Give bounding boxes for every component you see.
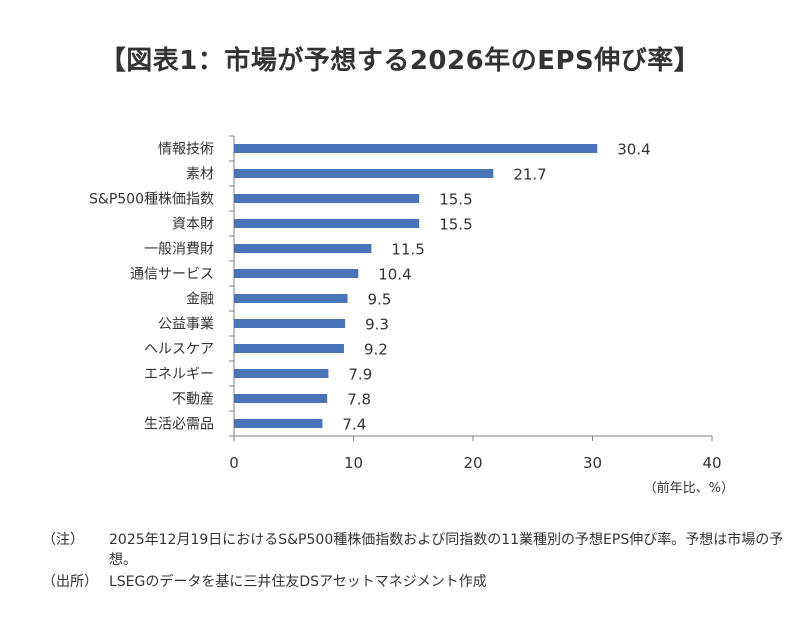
- x-tick-label: 20: [463, 454, 482, 472]
- bar: [234, 269, 359, 278]
- value-label: 10.4: [378, 266, 411, 284]
- chart-title: 【図表1：市場が予想する2026年のEPS伸び率】: [99, 46, 701, 76]
- value-label: 11.5: [391, 241, 424, 259]
- category-label: 情報技術: [158, 142, 214, 158]
- value-label: 30.4: [617, 141, 650, 159]
- x-tick-label: 30: [583, 454, 602, 472]
- bar: [234, 194, 420, 203]
- bar: [234, 369, 329, 378]
- value-label: 7.9: [348, 366, 372, 384]
- category-label: ヘルスケア: [144, 342, 214, 358]
- value-label: 15.5: [439, 216, 472, 234]
- bar: [234, 169, 494, 178]
- category-label: 通信サービス: [130, 267, 214, 283]
- bar: [234, 144, 598, 153]
- source-text: LSEGのデータを基に三井住友DSアセットマネジメント作成: [109, 574, 487, 590]
- value-label: 9.3: [365, 316, 389, 334]
- bar: [234, 344, 344, 353]
- note-tag: （注）: [42, 532, 84, 548]
- category-label: エネルギー: [144, 367, 214, 383]
- category-label: 不動産: [172, 392, 214, 408]
- x-tick-label: 40: [702, 454, 721, 472]
- x-tick-label: 0: [229, 454, 239, 472]
- bar: [234, 244, 372, 253]
- bar-chart: 0 10 20 30 40 （前年比、%） 情報技術 30.4 素材 21.7 S&P500種株価指…: [89, 135, 734, 496]
- bar: [234, 294, 348, 303]
- category-label: 生活必需品: [144, 417, 214, 433]
- value-label: 15.5: [439, 191, 472, 209]
- category-label: S&P500種株価指数: [89, 192, 214, 208]
- x-axis-unit-label: （前年比、%）: [644, 480, 734, 496]
- note-text: 2025年12月19日におけるS&P500種株価指数および同指数の11業種別の予…: [109, 532, 784, 568]
- value-label: 7.4: [342, 416, 366, 434]
- category-label: 一般消費財: [144, 242, 214, 258]
- category-label: 金融: [186, 292, 214, 308]
- category-label: 素材: [186, 167, 214, 183]
- bar: [234, 394, 328, 403]
- bar: [234, 319, 346, 328]
- x-tick-label: 10: [344, 454, 363, 472]
- bar: [234, 219, 420, 228]
- value-label: 7.8: [347, 391, 371, 409]
- bar: [234, 419, 323, 428]
- category-label: 資本財: [172, 217, 214, 233]
- value-label: 21.7: [513, 166, 546, 184]
- value-label: 9.2: [364, 341, 388, 359]
- value-label: 9.5: [368, 291, 392, 309]
- category-label: 公益事業: [158, 317, 214, 333]
- source-tag: （出所）: [42, 574, 98, 590]
